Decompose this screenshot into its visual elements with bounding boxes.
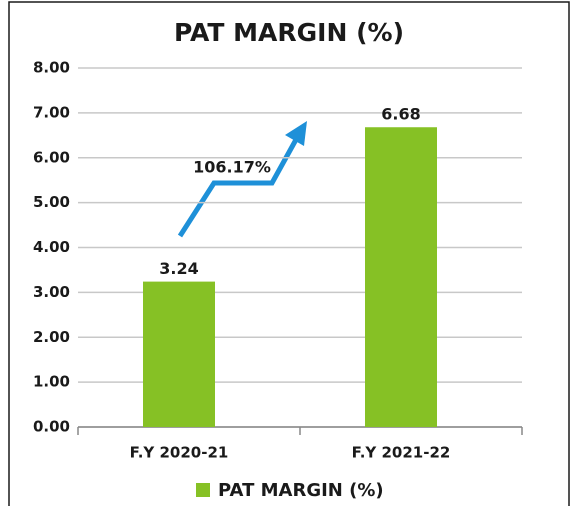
x-tick-label: F.Y 2021-22 (352, 444, 451, 462)
arrow-line (177, 134, 301, 238)
chart-title: PAT MARGIN (%) (174, 18, 404, 47)
y-tick-label: 1.00 (33, 373, 70, 391)
annotation: 106.17% (193, 158, 271, 177)
bar (365, 127, 437, 428)
y-tick-label: 3.00 (33, 283, 70, 301)
data-label: 6.68 (381, 105, 420, 124)
y-tick-label: 5.00 (33, 193, 70, 211)
y-tick-label: 8.00 (33, 59, 70, 77)
x-tick-label: F.Y 2020-21 (130, 444, 229, 462)
growth-arrow (177, 121, 307, 238)
y-tick-label: 4.00 (33, 238, 70, 256)
legend-swatch (196, 483, 210, 497)
arrow-head (285, 121, 307, 146)
y-tick-label: 6.00 (33, 148, 70, 166)
y-tick-label: 7.00 (33, 103, 70, 121)
data-label: 3.24 (159, 259, 198, 278)
bar (143, 281, 215, 427)
y-tick-label: 2.00 (33, 328, 70, 346)
chart-frame (8, 1, 570, 506)
legend-label: PAT MARGIN (%) (218, 480, 384, 501)
y-tick-label: 0.00 (33, 418, 70, 436)
